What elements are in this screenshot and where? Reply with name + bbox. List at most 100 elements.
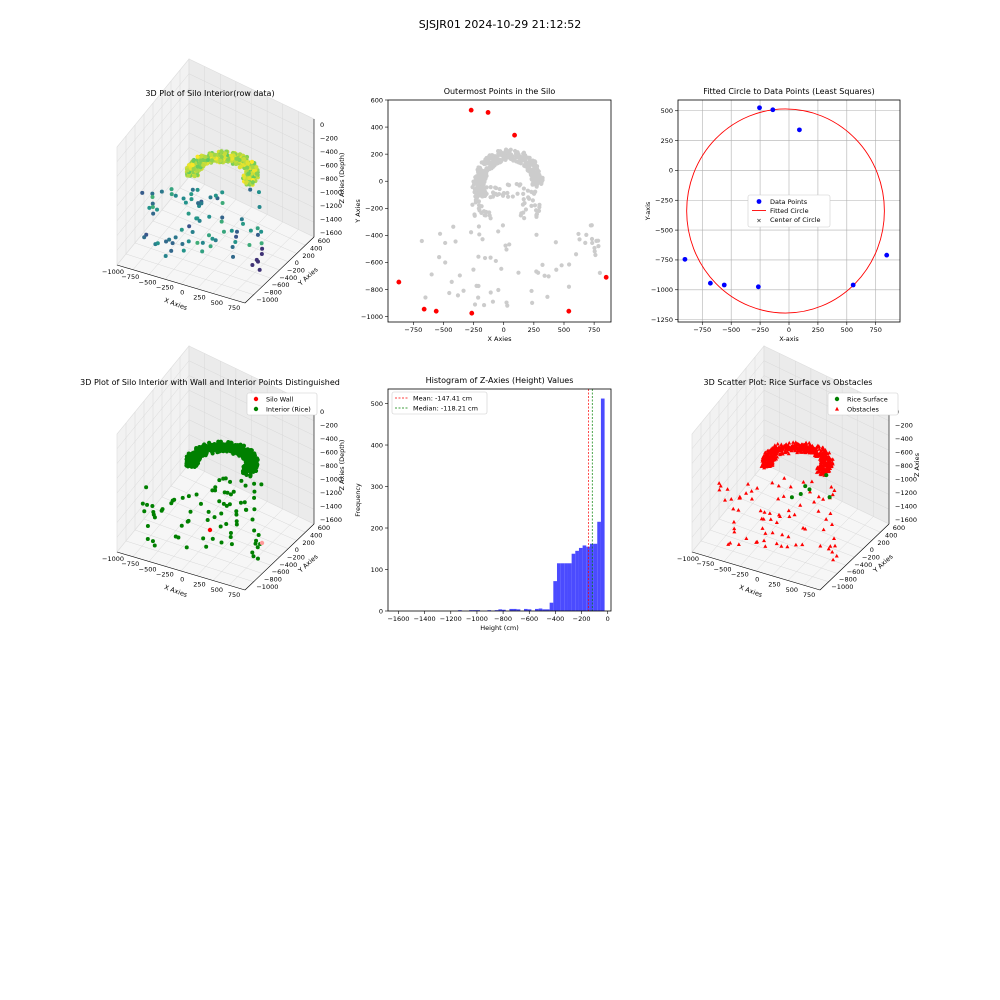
grid-line xyxy=(763,375,890,436)
obstacle-point xyxy=(833,543,838,548)
y-tick-label: −800 xyxy=(264,289,282,297)
obstacle-point xyxy=(807,442,812,447)
interior-point xyxy=(248,459,253,464)
interior-point xyxy=(484,185,489,190)
obstacle-point xyxy=(783,449,788,454)
surface-point xyxy=(169,187,174,192)
x-tick-label: −600 xyxy=(520,615,538,623)
obstacle-point xyxy=(820,465,825,470)
x-axis-line xyxy=(116,551,246,591)
grid-line xyxy=(691,375,765,464)
rice-surface-point xyxy=(803,484,808,489)
surface-point xyxy=(237,165,242,170)
interior-point xyxy=(150,504,155,509)
interior-point xyxy=(233,444,238,450)
y-tick-label: 200 xyxy=(302,252,314,260)
interior-point xyxy=(504,247,509,252)
interior-point xyxy=(145,536,150,541)
grid-line xyxy=(188,73,315,134)
surface-point xyxy=(163,253,168,258)
surface-point xyxy=(200,249,205,254)
obstacle-point xyxy=(809,448,814,453)
x-tick-label: −750 xyxy=(693,326,711,334)
interior-point xyxy=(505,190,510,196)
obstacle-point xyxy=(798,503,803,507)
interior-point xyxy=(482,255,488,261)
grid-line xyxy=(763,390,890,451)
obstacle-point xyxy=(770,463,775,467)
obstacle-point xyxy=(818,456,823,461)
y-axis-line xyxy=(244,236,315,304)
interior-point xyxy=(192,452,197,457)
obstacle-point xyxy=(760,457,765,462)
x-tick-label: 0 xyxy=(787,326,791,334)
interior-point xyxy=(500,223,506,228)
interior-point xyxy=(213,485,218,490)
interior-point xyxy=(204,544,209,549)
histogram-bar xyxy=(524,608,528,611)
outermost-point xyxy=(603,274,609,280)
surface-point xyxy=(195,164,200,169)
obstacle-point xyxy=(772,449,777,454)
obstacle-point xyxy=(826,546,831,551)
y-axis-label: Y Axies xyxy=(354,199,362,224)
obstacle-point xyxy=(828,511,833,516)
legend-label: Obstacles xyxy=(847,405,880,413)
obstacle-point xyxy=(825,469,830,473)
outlier-point xyxy=(250,550,255,555)
outlier-point xyxy=(255,545,260,550)
y-tick-label: 200 xyxy=(877,539,889,547)
obstacle-point xyxy=(827,458,832,462)
y-tick-label: −1000 xyxy=(831,583,853,591)
legend-marker-data xyxy=(756,199,762,204)
y-tick-label: −600 xyxy=(365,259,383,267)
surface-point xyxy=(248,187,253,192)
interior-point xyxy=(526,156,532,161)
surface-point xyxy=(164,239,169,244)
obstacle-point xyxy=(830,492,835,497)
interior-point xyxy=(476,283,481,289)
interior-point xyxy=(592,245,597,251)
interior-point xyxy=(566,284,572,289)
interior-point xyxy=(228,479,233,484)
y-tick-label: 500 xyxy=(661,107,673,115)
histogram-bar xyxy=(538,608,543,611)
interior-point xyxy=(194,492,199,497)
grid-line xyxy=(727,507,855,558)
y-tick-label: −250 xyxy=(655,197,673,205)
histogram-bar xyxy=(487,610,492,611)
surface-point xyxy=(187,224,192,229)
surface-point xyxy=(250,165,255,170)
x-tick-label: 0 xyxy=(606,615,610,623)
x-tick-label: 750 xyxy=(803,591,815,599)
surface-point xyxy=(213,193,218,198)
obstacle-point xyxy=(803,526,808,531)
interior-point xyxy=(506,183,512,188)
interior-point xyxy=(534,174,539,179)
y-tick-label: −600 xyxy=(272,281,290,289)
obstacle-point xyxy=(812,499,817,504)
interior-point xyxy=(244,450,249,455)
obstacle-point xyxy=(760,526,765,530)
obstacle-point xyxy=(821,469,826,474)
interior-point xyxy=(195,458,201,463)
surface-point xyxy=(233,239,238,244)
obstacle-point xyxy=(793,448,798,453)
histogram-bar xyxy=(458,610,462,611)
y-tick-label: 600 xyxy=(318,237,330,245)
obstacle-point xyxy=(827,450,832,455)
obstacle-point xyxy=(832,536,837,540)
z-tick-label: −1400 xyxy=(320,503,342,511)
x-tick-label: −500 xyxy=(139,278,157,286)
grid-line xyxy=(116,117,190,207)
y-tick-label: 600 xyxy=(371,96,383,104)
grid-line xyxy=(188,390,315,451)
grid-line xyxy=(691,360,765,449)
x-tick-label: −500 xyxy=(435,326,453,334)
surface-point xyxy=(194,216,199,221)
surface-point xyxy=(183,200,188,205)
surface-point xyxy=(180,241,185,246)
obstacle-point xyxy=(821,458,826,462)
interior-point xyxy=(477,165,483,170)
interior-point xyxy=(470,185,475,190)
